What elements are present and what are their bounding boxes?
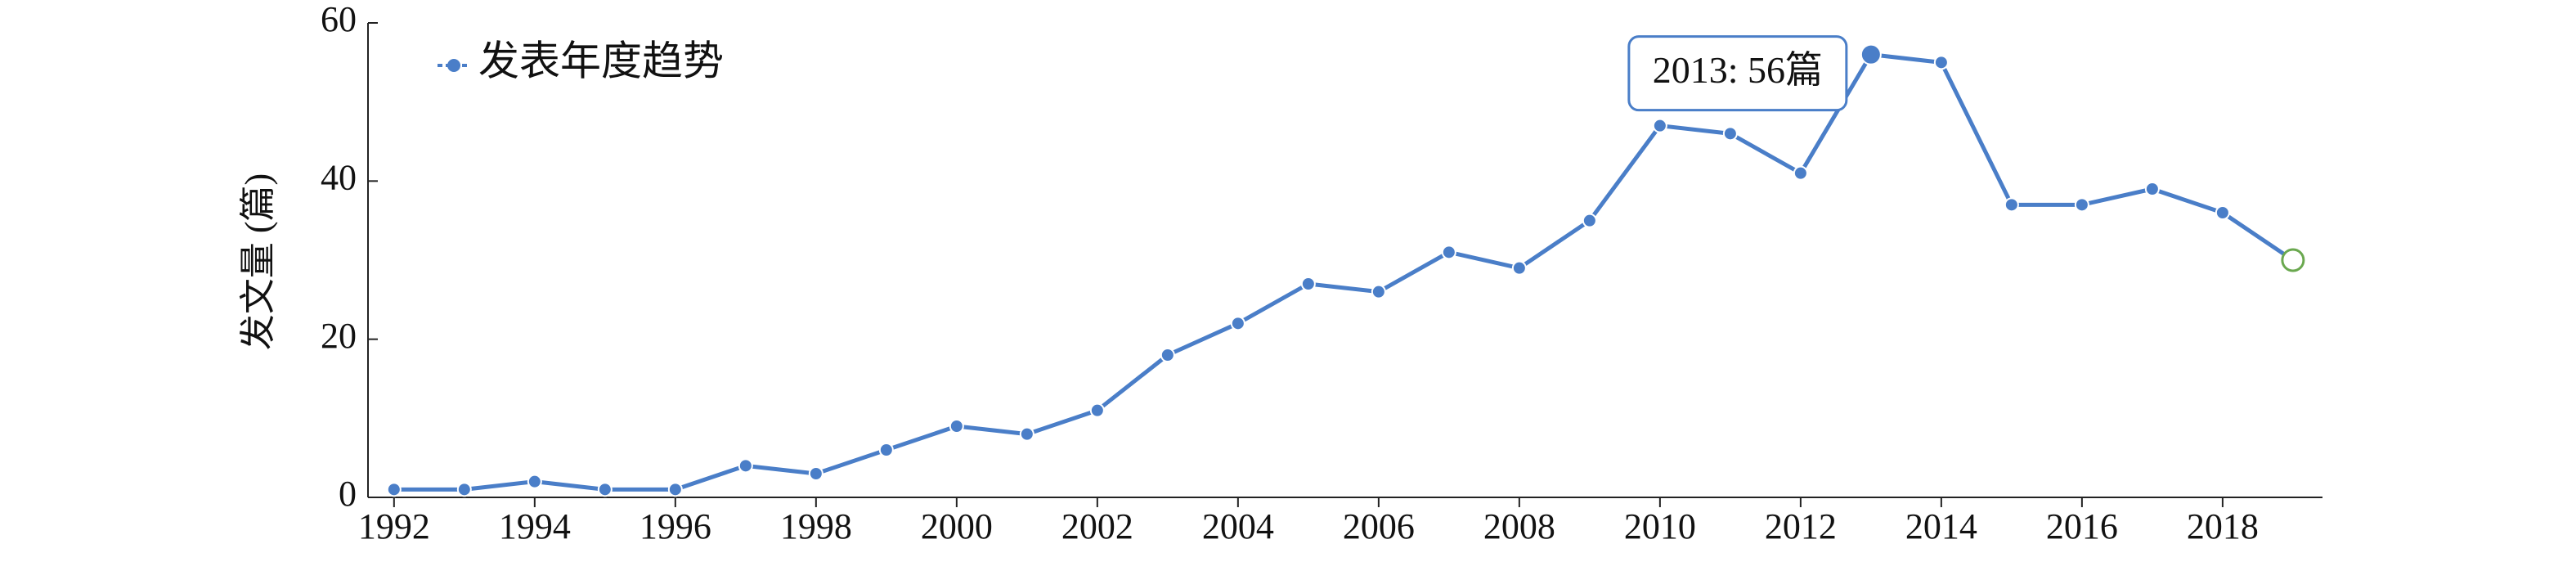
x-tick-label: 2018 (2187, 506, 2259, 546)
marker (738, 458, 753, 474)
marker (2074, 197, 2089, 213)
marker (878, 443, 894, 457)
marker (808, 466, 824, 481)
x-tick-label: 2016 (2046, 506, 2118, 546)
marker (1652, 118, 1667, 133)
line (393, 52, 2295, 492)
x-tick-label: 1994 (499, 506, 571, 546)
marker (949, 419, 964, 434)
x-tick-label: 2008 (1483, 506, 1555, 546)
marker (667, 482, 683, 497)
y-axis-label: 发文量 (篇) (238, 173, 278, 350)
x-tick-label: 2006 (1343, 506, 1415, 546)
y-tick-label: 0 (339, 474, 357, 514)
y-tick-label: 40 (321, 157, 357, 197)
annotation: 2013: 56篇 (1653, 49, 1823, 91)
marker (2004, 197, 2019, 213)
marker (1582, 213, 1597, 228)
marker (1230, 316, 1245, 331)
highlight-marker (1860, 43, 1882, 65)
annotation-box (1627, 35, 1848, 112)
end-marker (2281, 248, 2305, 272)
x-tick-label: 2004 (1202, 506, 1274, 546)
x-tick-label: 2002 (1061, 506, 1133, 546)
x-tick-label: 1998 (780, 506, 852, 546)
legend-marker (447, 59, 460, 72)
marker (1089, 402, 1105, 418)
marker (456, 482, 472, 497)
marker (1793, 165, 1808, 181)
marker (386, 482, 402, 497)
marker (1019, 426, 1034, 442)
marker (597, 482, 613, 497)
y-tick-label: 60 (321, 0, 357, 39)
x-tick-label: 2010 (1624, 506, 1696, 546)
marker (1160, 348, 1175, 362)
marker (527, 474, 542, 489)
x-tick-label: 2012 (1765, 506, 1837, 546)
legend-label: 发表年度趋势 (478, 38, 724, 83)
marker (1300, 277, 1316, 291)
marker (2144, 182, 2160, 196)
marker (1371, 284, 1386, 299)
x-tick-label: 2000 (921, 506, 993, 546)
marker (2215, 205, 2230, 220)
marker (1511, 260, 1527, 276)
y-tick-label: 20 (321, 316, 357, 356)
x-tick-label: 1996 (640, 506, 711, 546)
x-tick-label: 2014 (1905, 506, 1977, 546)
x-tick-label: 1992 (358, 506, 430, 546)
marker (1441, 245, 1456, 260)
marker (1933, 55, 1949, 70)
marker (1722, 126, 1738, 142)
